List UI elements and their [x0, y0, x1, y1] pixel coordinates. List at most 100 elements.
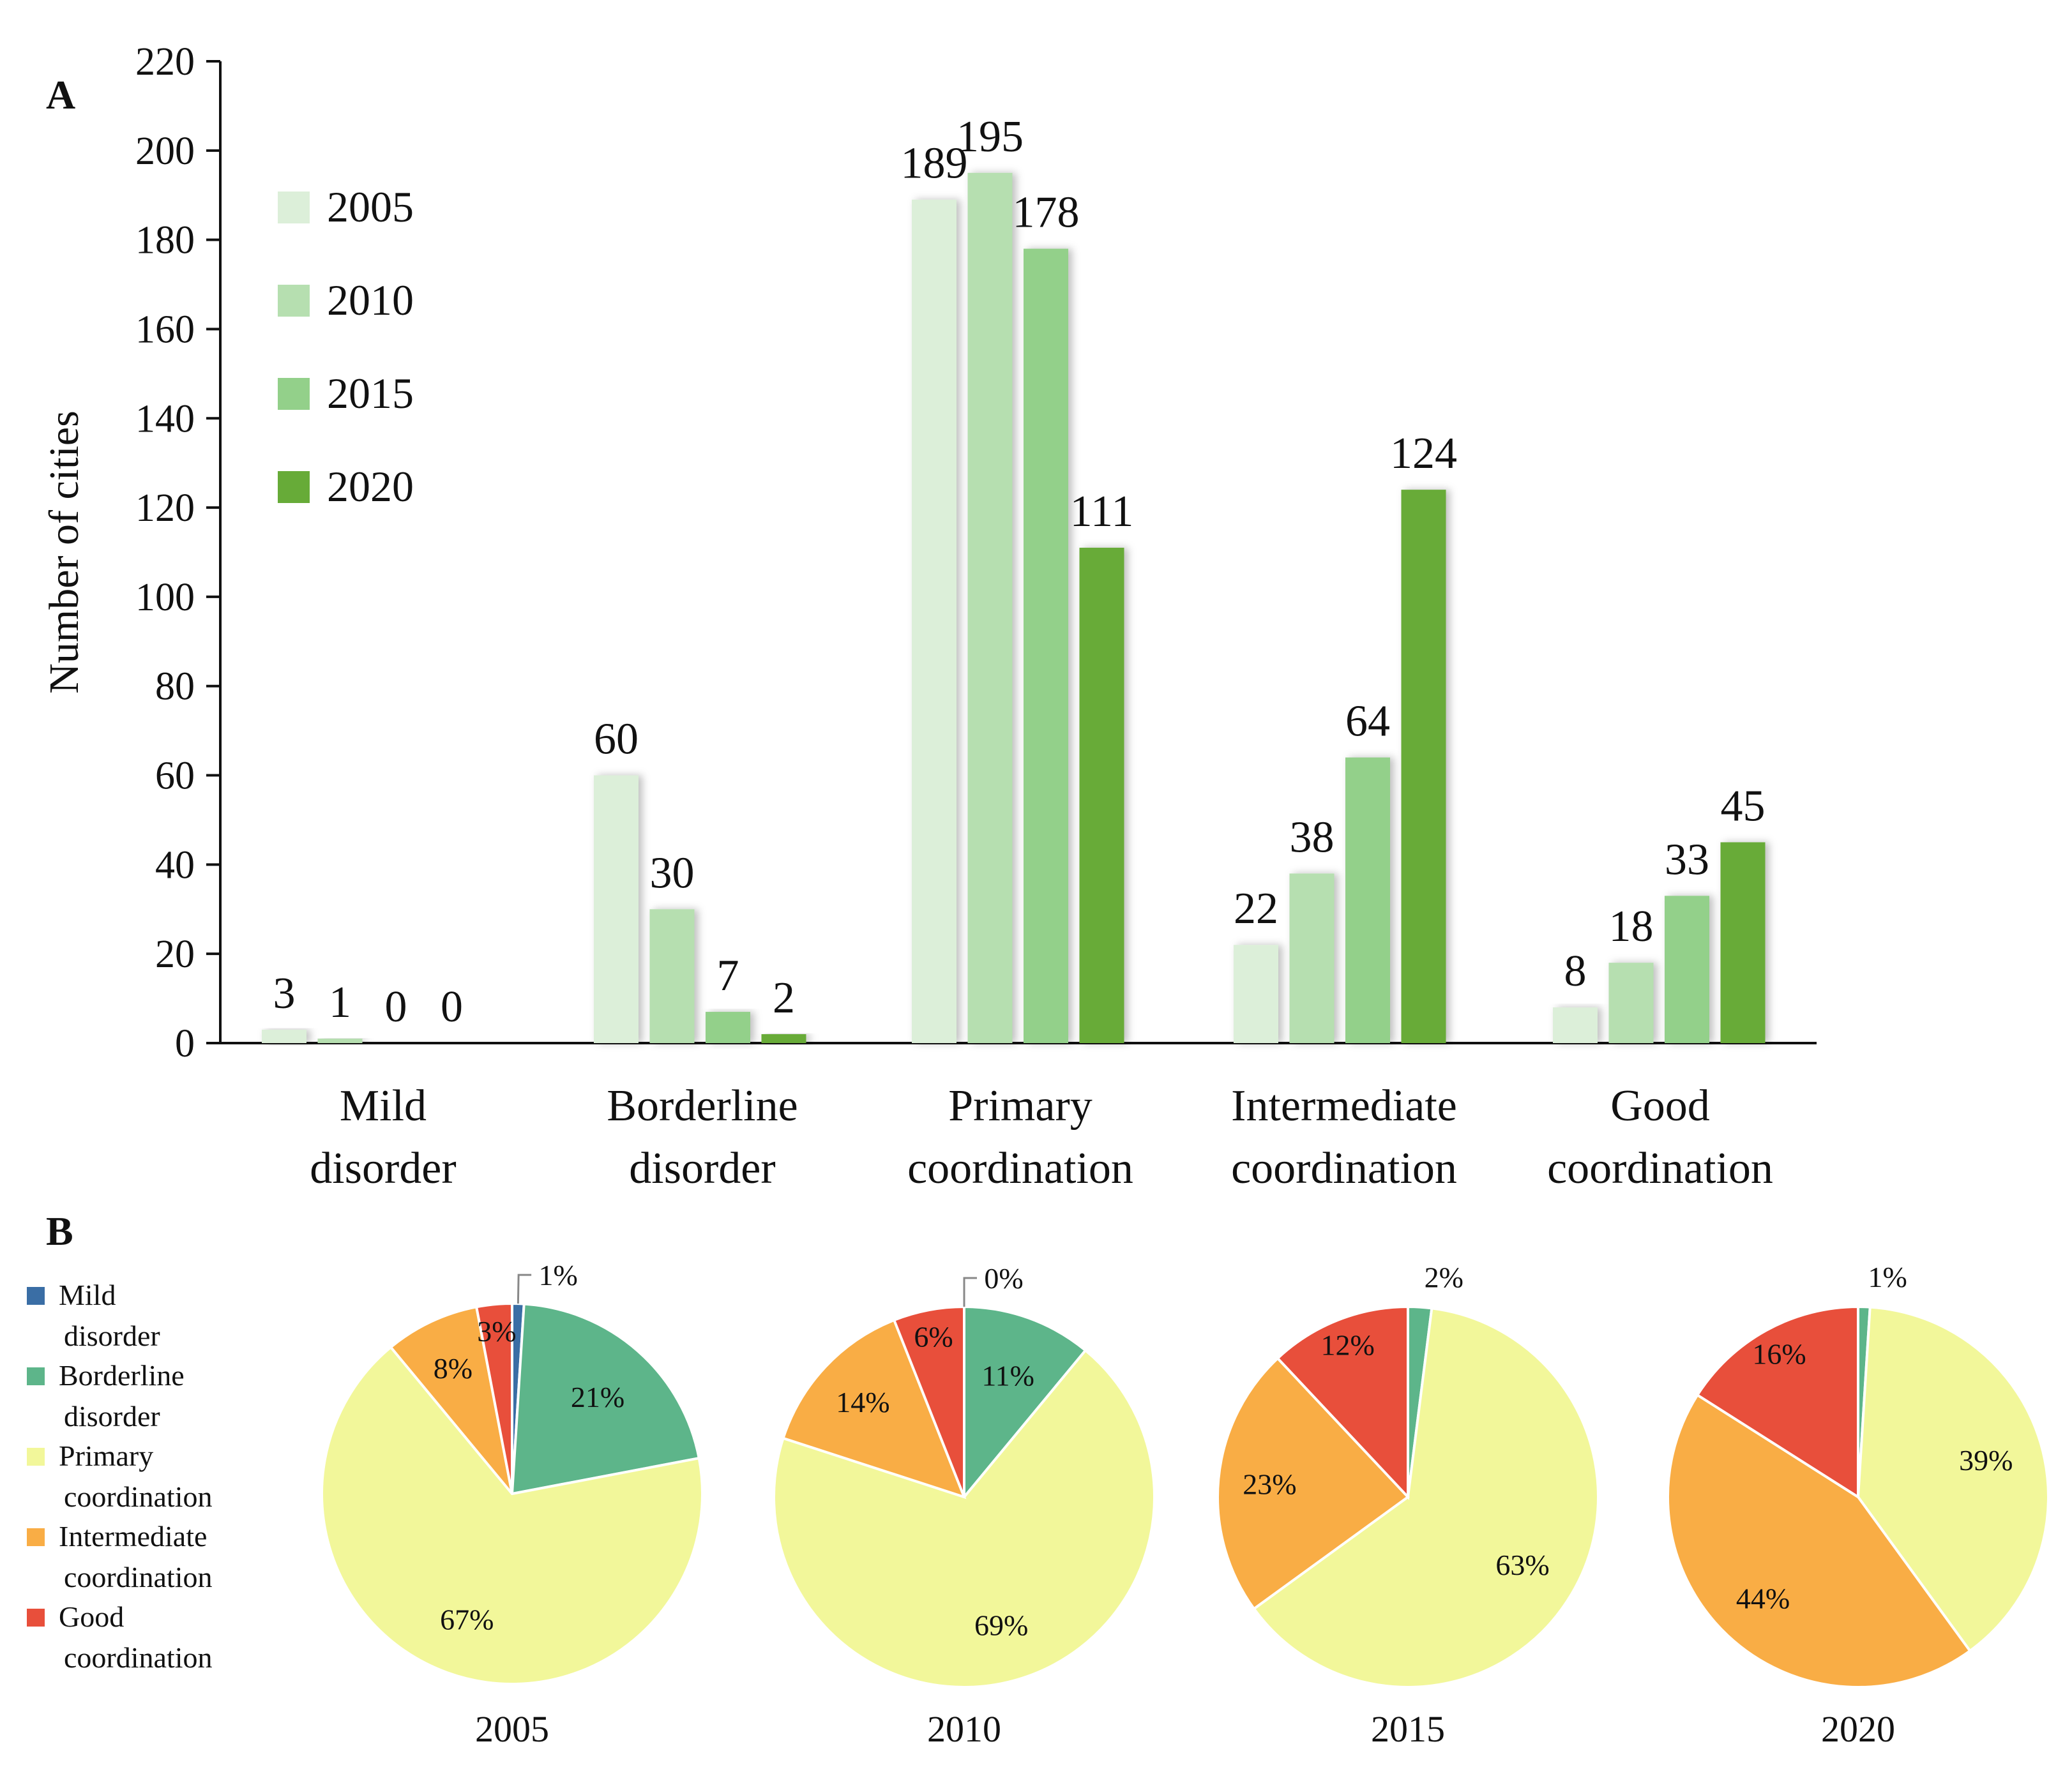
bar-value-label: 195 — [957, 112, 1024, 162]
pie-percent-label: 8% — [434, 1352, 473, 1385]
pie-percent-label: 21% — [571, 1381, 624, 1413]
bar — [1665, 896, 1709, 1043]
bar-value-label: 22 — [1234, 884, 1278, 933]
pie-2015: 2% 63% 23% 12% 2015 — [1216, 1261, 1599, 1750]
legend-swatch — [278, 378, 310, 410]
x-category-label: coordination — [907, 1144, 1133, 1193]
pie-year-label: 2020 — [1821, 1708, 1895, 1750]
pie-slice — [1695, 1305, 1859, 1500]
bar-value-label: 38 — [1290, 813, 1335, 862]
y-tick-label: 220 — [135, 40, 195, 84]
legend-swatch — [27, 1367, 45, 1385]
pie-slice — [963, 1305, 1087, 1501]
pie-percent-label: 6% — [914, 1320, 953, 1353]
x-category-label: disorder — [629, 1144, 775, 1193]
bar — [649, 909, 695, 1043]
bar — [706, 1012, 750, 1043]
bar — [1289, 873, 1335, 1043]
x-category-label: coordination — [1547, 1144, 1773, 1193]
y-tick-label: 40 — [155, 843, 195, 887]
bar — [912, 199, 957, 1044]
leader-line — [963, 1277, 977, 1307]
pie-slice — [1252, 1307, 1599, 1688]
pie-slice — [510, 1302, 701, 1496]
pie-chart-panel: B Mild disorder Borderline disorder Primary co… — [27, 1208, 2050, 1750]
bar-value-label: 2 — [773, 974, 795, 1023]
bar-value-label: 60 — [594, 715, 639, 764]
pie-percent-label: 23% — [1243, 1468, 1296, 1501]
bar-value-label: 111 — [1070, 487, 1134, 536]
legend-swatch — [278, 192, 310, 223]
leader-line — [517, 1274, 532, 1304]
y-tick-label: 160 — [135, 308, 195, 351]
bar — [761, 1034, 806, 1043]
legend-label: Intermediate — [59, 1520, 207, 1553]
legend-swatch — [27, 1528, 45, 1546]
y-tick-label: 0 — [175, 1022, 195, 1065]
pie-slice — [474, 1302, 513, 1494]
legend-label: coordination — [64, 1641, 213, 1674]
legend-label: disorder — [64, 1400, 160, 1432]
bar-value-label: 1 — [329, 978, 351, 1027]
bar — [1024, 248, 1068, 1044]
legend-swatch — [278, 285, 310, 317]
pie-percent-label: 16% — [1752, 1337, 1806, 1370]
pie-slice — [773, 1348, 1156, 1689]
pie-year-label: 2015 — [1371, 1708, 1445, 1750]
bar-value-label: 8 — [1564, 947, 1587, 996]
panel-label-b: B — [46, 1208, 73, 1254]
legend-swatch — [27, 1448, 45, 1466]
pie-percent-label: 1% — [1868, 1261, 1907, 1293]
bar — [262, 1030, 306, 1043]
pie-slice — [1856, 1305, 2050, 1653]
y-tick-label: 180 — [135, 219, 195, 262]
bar-value-label: 189 — [901, 139, 968, 188]
legend-label: Mild — [59, 1279, 116, 1311]
pie-slice — [1666, 1393, 1972, 1688]
pie-percent-label: 69% — [974, 1609, 1028, 1641]
pie-year-label: 2005 — [475, 1708, 549, 1750]
bar — [1345, 757, 1390, 1043]
legend-label: Primary — [59, 1440, 153, 1472]
bar — [967, 172, 1013, 1044]
legend-label: Borderline — [59, 1359, 185, 1392]
pie-slice — [389, 1305, 513, 1495]
legend-label: 2020 — [327, 462, 414, 511]
y-tick-label: 140 — [135, 397, 195, 440]
pie-year-label: 2010 — [927, 1708, 1001, 1750]
bar-value-label: 45 — [1721, 781, 1766, 831]
pie-percent-label: 67% — [440, 1603, 494, 1635]
pie-percent-label: 2% — [1425, 1261, 1463, 1294]
x-category-label: Primary — [948, 1081, 1093, 1131]
pie-percent-label: 12% — [1320, 1329, 1374, 1362]
bar-value-label: 124 — [1390, 429, 1457, 478]
pie-percent-label: 3% — [477, 1315, 516, 1348]
pie-percent-label: 11% — [981, 1359, 1034, 1392]
pie-percent-label: 14% — [836, 1386, 889, 1418]
legend-label: 2010 — [327, 276, 414, 324]
legend-swatch — [27, 1287, 45, 1305]
x-category-label: Intermediate — [1231, 1081, 1457, 1131]
bar — [1720, 842, 1766, 1043]
pie-percent-label: 63% — [1495, 1549, 1549, 1581]
bar-value-label: 30 — [650, 848, 695, 898]
legend-label: Good — [59, 1600, 124, 1633]
pie-slice — [321, 1345, 704, 1685]
y-tick-label: 80 — [155, 665, 195, 709]
bar-value-label: 33 — [1665, 835, 1709, 884]
bar — [1553, 1007, 1598, 1043]
bar — [1234, 945, 1278, 1043]
x-category-label: Good — [1610, 1081, 1710, 1131]
x-category-label: Borderline — [607, 1081, 798, 1131]
bar-value-label: 18 — [1609, 902, 1654, 951]
y-tick-label: 100 — [135, 576, 195, 619]
bar — [317, 1039, 363, 1043]
x-category-label: disorder — [310, 1144, 456, 1193]
x-category-label: coordination — [1231, 1144, 1457, 1193]
bar-value-label: 0 — [385, 982, 407, 1032]
legend-swatch — [278, 471, 310, 503]
y-tick-label: 60 — [155, 755, 195, 798]
pie-slice — [1276, 1305, 1409, 1501]
